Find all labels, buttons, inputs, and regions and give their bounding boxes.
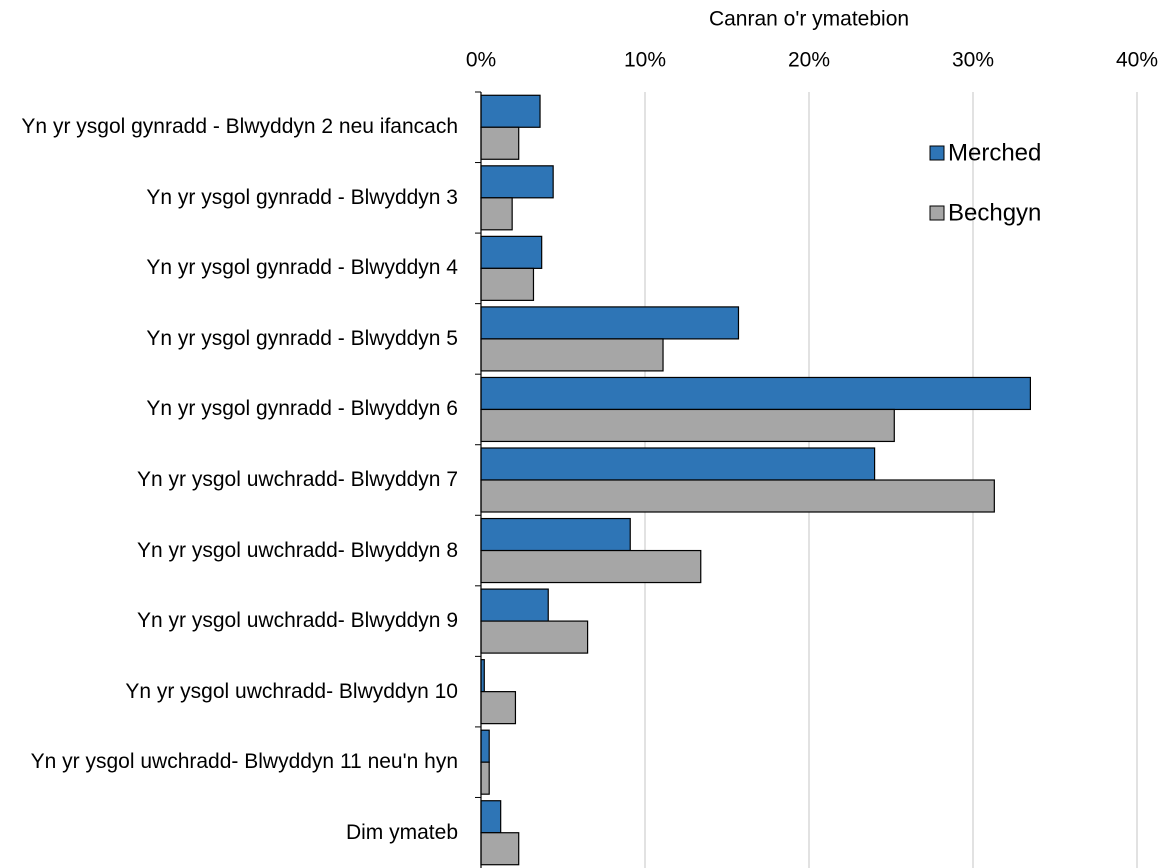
bar (480, 235, 543, 269)
bar (480, 691, 517, 725)
x-tick-label: 20% (788, 49, 830, 72)
y-tick-label: Yn yr ysgol uwchradd- Blwyddyn 11 neu'n … (30, 750, 458, 774)
bar (480, 126, 520, 160)
bar (480, 306, 740, 340)
bar (480, 800, 502, 834)
y-tick-label: Yn yr ysgol gynradd - Blwyddyn 4 (146, 256, 458, 280)
legend-label: Bechgyn (948, 199, 1041, 226)
x-tick-label: 0% (466, 49, 496, 72)
x-tick-label: 10% (624, 49, 666, 72)
legend-label: Merched (948, 139, 1041, 166)
y-tick-label: Yn yr ysgol gynradd - Blwyddyn 3 (146, 185, 458, 209)
bar (480, 165, 554, 199)
y-tick-label: Yn yr ysgol uwchradd- Blwyddyn 7 (137, 467, 458, 491)
bar (480, 729, 490, 763)
y-tick-label: Yn yr ysgol gynradd - Blwyddyn 2 neu ifa… (21, 115, 458, 139)
legend-swatch (929, 145, 945, 161)
bar (480, 549, 702, 584)
bar (480, 408, 895, 443)
bar (480, 267, 535, 301)
y-tick-label: Dim ymateb (345, 820, 458, 844)
bar (480, 338, 664, 372)
x-tick-label: 30% (952, 49, 994, 72)
bar (480, 94, 541, 128)
y-tick-label: Yn yr ysgol uwchradd- Blwyddyn 10 (125, 679, 458, 703)
x-tick-label: 40% (1116, 49, 1158, 72)
bar (480, 761, 490, 795)
bar (480, 517, 631, 552)
legend-swatch (929, 205, 945, 221)
bar (480, 197, 513, 231)
y-tick-label: Yn yr ysgol gynradd - Blwyddyn 6 (146, 397, 458, 421)
y-tick-label: Yn yr ysgol gynradd - Blwyddyn 5 (146, 326, 458, 350)
y-tick-label: Yn yr ysgol uwchradd- Blwyddyn 8 (137, 538, 458, 562)
bar (480, 479, 995, 513)
bar (480, 447, 876, 481)
axis-title: Canran o'r ymatebion (709, 8, 909, 31)
bar (480, 832, 520, 866)
bar (480, 588, 549, 622)
y-tick-label: Yn yr ysgol uwchradd- Blwyddyn 9 (137, 609, 458, 633)
bar (480, 620, 589, 654)
bar (480, 376, 1032, 411)
